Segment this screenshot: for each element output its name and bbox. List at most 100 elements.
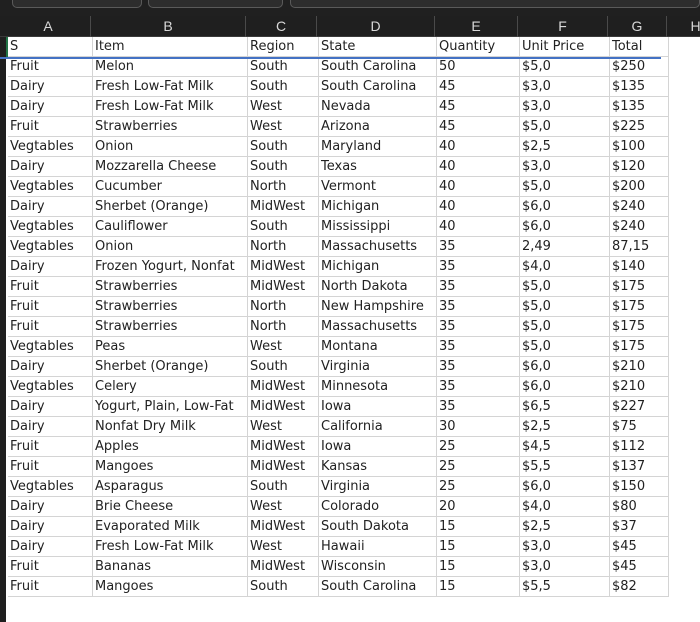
table-cell[interactable]: $4,0 bbox=[520, 497, 610, 517]
column-header-c[interactable]: C bbox=[246, 16, 317, 37]
table-cell[interactable]: South Carolina bbox=[319, 577, 437, 597]
table-cell[interactable]: $75 bbox=[610, 417, 669, 437]
table-cell[interactable]: $80 bbox=[610, 497, 669, 517]
table-cell[interactable]: $135 bbox=[610, 97, 669, 117]
table-cell[interactable]: Nevada bbox=[319, 97, 437, 117]
table-cell[interactable]: Dairy bbox=[8, 197, 93, 217]
table-cell[interactable]: West bbox=[248, 97, 319, 117]
table-cell[interactable]: Strawberries bbox=[93, 277, 248, 297]
table-cell[interactable]: $210 bbox=[610, 357, 669, 377]
table-cell[interactable]: 40 bbox=[437, 137, 520, 157]
table-cell[interactable]: Dairy bbox=[8, 417, 93, 437]
table-cell[interactable]: $45 bbox=[610, 557, 669, 577]
table-cell[interactable]: West bbox=[248, 537, 319, 557]
table-cell[interactable]: Kansas bbox=[319, 457, 437, 477]
table-cell[interactable]: Vegtables bbox=[8, 337, 93, 357]
table-cell[interactable]: Dairy bbox=[8, 77, 93, 97]
table-cell[interactable]: $240 bbox=[610, 197, 669, 217]
column-header-b[interactable]: B bbox=[91, 16, 246, 37]
table-cell[interactable]: Strawberries bbox=[93, 317, 248, 337]
formula-bar[interactable] bbox=[290, 0, 700, 8]
table-cell[interactable]: North bbox=[248, 297, 319, 317]
table-cell[interactable]: $175 bbox=[610, 337, 669, 357]
table-cell[interactable]: Mangoes bbox=[93, 577, 248, 597]
table-cell[interactable]: Iowa bbox=[319, 437, 437, 457]
table-cell[interactable]: Fruit bbox=[8, 297, 93, 317]
table-cell[interactable]: $6,0 bbox=[520, 197, 610, 217]
table-cell[interactable]: Massachusetts bbox=[319, 317, 437, 337]
table-cell[interactable]: South Carolina bbox=[319, 57, 437, 77]
table-cell[interactable]: Apples bbox=[93, 437, 248, 457]
table-cell[interactable]: Massachusetts bbox=[319, 237, 437, 257]
column-header-f[interactable]: F bbox=[518, 16, 608, 37]
table-cell[interactable]: Michigan bbox=[319, 257, 437, 277]
table-cell[interactable]: Dairy bbox=[8, 497, 93, 517]
table-cell[interactable]: MidWest bbox=[248, 197, 319, 217]
table-cell[interactable]: Hawaii bbox=[319, 537, 437, 557]
table-cell[interactable]: $82 bbox=[610, 577, 669, 597]
table-cell[interactable]: $5,0 bbox=[520, 297, 610, 317]
table-cell[interactable]: $3,0 bbox=[520, 97, 610, 117]
table-cell[interactable]: MidWest bbox=[248, 437, 319, 457]
table-cell[interactable]: Yogurt, Plain, Low-Fat bbox=[93, 397, 248, 417]
table-cell[interactable]: Fruit bbox=[8, 557, 93, 577]
table-cell[interactable]: $2,5 bbox=[520, 137, 610, 157]
table-cell[interactable]: Peas bbox=[93, 337, 248, 357]
column-header-a[interactable]: A bbox=[6, 16, 91, 37]
table-cell[interactable]: Dairy bbox=[8, 397, 93, 417]
table-cell[interactable]: 40 bbox=[437, 157, 520, 177]
table-cell[interactable]: $3,0 bbox=[520, 557, 610, 577]
table-cell[interactable]: Texas bbox=[319, 157, 437, 177]
table-cell[interactable]: $150 bbox=[610, 477, 669, 497]
table-cell[interactable]: Wisconsin bbox=[319, 557, 437, 577]
table-cell[interactable]: 35 bbox=[437, 317, 520, 337]
table-cell[interactable]: 35 bbox=[437, 297, 520, 317]
column-header-e[interactable]: E bbox=[435, 16, 518, 37]
table-cell[interactable]: Brie Cheese bbox=[93, 497, 248, 517]
table-cell[interactable]: $227 bbox=[610, 397, 669, 417]
table-cell[interactable]: $5,5 bbox=[520, 577, 610, 597]
table-cell[interactable]: $6,5 bbox=[520, 397, 610, 417]
sheet-control-middle[interactable] bbox=[148, 0, 283, 8]
table-cell[interactable]: Vegtables bbox=[8, 377, 93, 397]
table-cell[interactable]: 30 bbox=[437, 417, 520, 437]
table-cell[interactable]: $112 bbox=[610, 437, 669, 457]
table-cell[interactable]: $3,0 bbox=[520, 157, 610, 177]
header-cell[interactable]: Total bbox=[610, 37, 669, 57]
header-cell[interactable]: Item bbox=[93, 37, 248, 57]
table-cell[interactable]: 40 bbox=[437, 217, 520, 237]
header-cell[interactable]: State bbox=[319, 37, 437, 57]
table-cell[interactable]: Dairy bbox=[8, 537, 93, 557]
table-cell[interactable]: MidWest bbox=[248, 457, 319, 477]
table-cell[interactable]: Fruit bbox=[8, 457, 93, 477]
table-cell[interactable]: MidWest bbox=[248, 377, 319, 397]
table-cell[interactable]: 35 bbox=[437, 257, 520, 277]
table-cell[interactable]: New Hampshire bbox=[319, 297, 437, 317]
table-cell[interactable]: Fruit bbox=[8, 577, 93, 597]
sheet-control-left[interactable] bbox=[12, 0, 142, 8]
table-cell[interactable]: $3,0 bbox=[520, 537, 610, 557]
table-cell[interactable]: South bbox=[248, 77, 319, 97]
table-cell[interactable]: 87,15 bbox=[610, 237, 669, 257]
table-cell[interactable]: Dairy bbox=[8, 357, 93, 377]
table-cell[interactable]: Frozen Yogurt, Nonfat bbox=[93, 257, 248, 277]
table-cell[interactable]: Fresh Low-Fat Milk bbox=[93, 537, 248, 557]
table-cell[interactable]: $2,5 bbox=[520, 517, 610, 537]
table-cell[interactable]: South bbox=[248, 477, 319, 497]
table-cell[interactable]: 45 bbox=[437, 77, 520, 97]
table-cell[interactable]: California bbox=[319, 417, 437, 437]
table-cell[interactable]: $5,5 bbox=[520, 457, 610, 477]
table-cell[interactable]: West bbox=[248, 117, 319, 137]
table-cell[interactable]: North Dakota bbox=[319, 277, 437, 297]
table-cell[interactable]: $6,0 bbox=[520, 357, 610, 377]
table-cell[interactable]: Cucumber bbox=[93, 177, 248, 197]
table-cell[interactable]: 35 bbox=[437, 337, 520, 357]
table-cell[interactable]: MidWest bbox=[248, 397, 319, 417]
table-cell[interactable]: 35 bbox=[437, 237, 520, 257]
table-cell[interactable]: Mozzarella Cheese bbox=[93, 157, 248, 177]
table-cell[interactable]: South bbox=[248, 357, 319, 377]
table-cell[interactable]: 35 bbox=[437, 357, 520, 377]
table-cell[interactable]: Strawberries bbox=[93, 297, 248, 317]
table-cell[interactable]: South bbox=[248, 577, 319, 597]
table-cell[interactable]: 25 bbox=[437, 437, 520, 457]
